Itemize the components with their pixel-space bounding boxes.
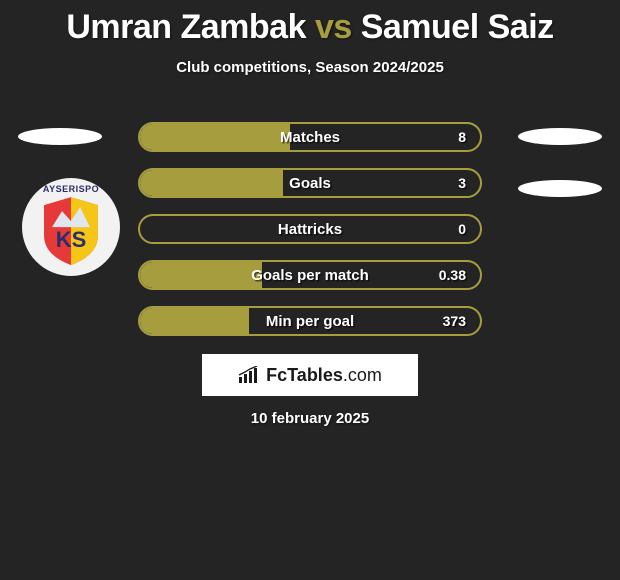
stat-row-goals-per-match: Goals per match 0.38 <box>138 260 482 290</box>
brand-name-suffix: .com <box>343 365 382 385</box>
stat-value: 0 <box>458 221 466 237</box>
stats-panel: Matches 8 Goals 3 Hattricks 0 Goals per … <box>138 122 482 352</box>
stat-value: 8 <box>458 129 466 145</box>
badge-ring-text: AYSERISPO <box>32 184 110 194</box>
stat-row-min-per-goal: Min per goal 373 <box>138 306 482 336</box>
decor-ellipse-left <box>18 128 102 145</box>
brand-text: FcTables.com <box>266 365 382 386</box>
title-vs: vs <box>315 8 352 46</box>
decor-ellipse-right-1 <box>518 128 602 145</box>
stat-value: 373 <box>443 313 466 329</box>
stat-fill <box>140 262 262 288</box>
badge-letters: KS <box>56 227 87 252</box>
subtitle: Club competitions, Season 2024/2025 <box>0 59 620 76</box>
brand-chart-icon <box>238 366 260 384</box>
page-title: Umran Zambak vs Samuel Saiz <box>0 0 620 47</box>
badge-ring: AYSERISPO KS <box>22 178 120 276</box>
title-player2: Samuel Saiz <box>361 8 554 46</box>
team-badge: AYSERISPO KS <box>22 178 120 276</box>
stat-label: Hattricks <box>278 221 342 238</box>
badge-shield-icon: KS <box>40 197 102 265</box>
stat-row-matches: Matches 8 <box>138 122 482 152</box>
decor-ellipse-right-2 <box>518 180 602 197</box>
stat-label: Goals per match <box>251 267 369 284</box>
stat-label: Goals <box>289 175 331 192</box>
stat-fill <box>140 308 249 334</box>
brand-name-main: FcTables <box>266 365 343 385</box>
stat-label: Matches <box>280 129 340 146</box>
brand-box: FcTables.com <box>202 354 418 396</box>
stat-value: 3 <box>458 175 466 191</box>
stat-row-hattricks: Hattricks 0 <box>138 214 482 244</box>
stat-fill <box>140 124 290 150</box>
stat-label: Min per goal <box>266 313 354 330</box>
stat-fill <box>140 170 283 196</box>
title-player1: Umran Zambak <box>66 8 306 46</box>
stat-value: 0.38 <box>439 267 466 283</box>
stat-row-goals: Goals 3 <box>138 168 482 198</box>
date-label: 10 february 2025 <box>0 410 620 427</box>
